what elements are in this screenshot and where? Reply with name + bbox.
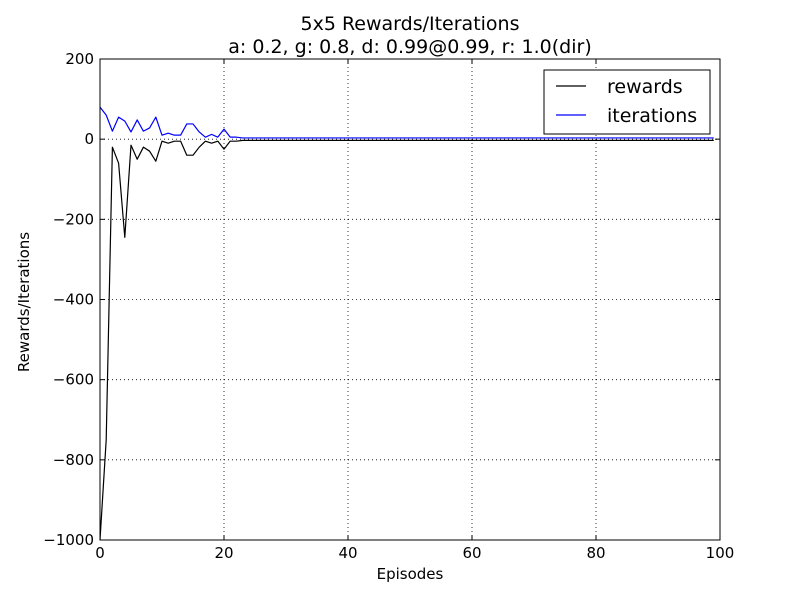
y-tick-label: −400 (53, 291, 94, 309)
y-tick-label: −800 (53, 451, 94, 469)
x-tick-label: 40 (338, 544, 357, 562)
x-tick-label: 60 (462, 544, 481, 562)
x-tick-label: 0 (95, 544, 105, 562)
x-tick-label: 100 (706, 544, 735, 562)
chart-title: 5x5 Rewards/Iterations (300, 13, 519, 35)
legend-box (543, 69, 711, 135)
x-axis-label: Episodes (377, 565, 444, 583)
x-tick-label: 80 (586, 544, 605, 562)
series-layer (99, 106, 714, 541)
y-tick-label: −1000 (43, 531, 94, 549)
y-axis-label: Rewards/Iterations (15, 232, 33, 372)
series-line-iterations (99, 106, 714, 139)
x-tick-label: 20 (214, 544, 233, 562)
y-tick-label: 0 (84, 130, 94, 148)
legend-label-iterations: iterations (607, 105, 697, 127)
ticks: 0 20 40 60 80 100 −1000 −800 −600 −400 −200 0 200 (43, 50, 734, 562)
chart-subtitle: a: 0.2, g: 0.8, d: 0.99@0.99, r: 1.0(dir… (228, 36, 591, 58)
y-tick-label: −600 (53, 371, 94, 389)
grid (100, 59, 720, 540)
y-tick-label: 200 (65, 50, 94, 68)
series-line-rewards (99, 139, 714, 541)
legend: rewards iterations (543, 69, 711, 135)
legend-label-rewards: rewards (607, 76, 683, 98)
y-tick-label: −200 (53, 210, 94, 228)
